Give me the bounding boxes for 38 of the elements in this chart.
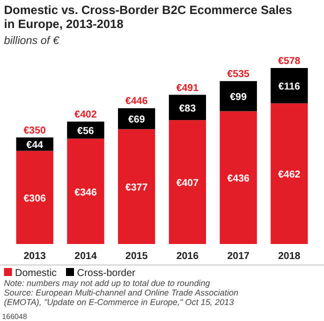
data-label: €116	[278, 82, 301, 93]
total-label: €578	[278, 56, 301, 67]
bar	[220, 81, 257, 112]
chart-subtitle: billions of €	[4, 35, 60, 47]
bar	[220, 111, 257, 244]
total-label: €446	[125, 96, 148, 108]
bar	[118, 129, 156, 244]
data-label: €44	[26, 140, 44, 152]
data-label: €377	[125, 182, 148, 194]
text: Note: numbers may not add up to total due to rounding	[4, 278, 210, 288]
x-tick-label: 2013	[24, 251, 46, 262]
bar	[168, 120, 206, 244]
total-label: €402	[74, 110, 98, 121]
data-label: €56	[77, 126, 94, 138]
data-label: €99	[230, 92, 248, 104]
legend-label: Cross-border	[77, 268, 136, 279]
data-label: €407	[176, 178, 200, 190]
data-label: €346	[74, 187, 98, 198]
legend-label: Domestic	[15, 268, 57, 279]
bar	[16, 150, 54, 244]
data-label: €83	[179, 103, 196, 114]
bar	[270, 68, 308, 104]
x-tick-label: 2015	[125, 251, 148, 262]
chart-title: Domestic vs. Cross-Border B2C Ecommerce Sales in Europe, 2013-2018	[4, 3, 292, 31]
data-label: €436	[227, 174, 250, 185]
total-label: €491	[176, 82, 200, 94]
x-tick-label: 2016	[176, 251, 200, 262]
total-label: €350	[24, 125, 46, 136]
source-note: Source: European Multi-channel and Online Trade Association (EMOTA), "Update on E-Commerce in Europe," Oct 15, 2013	[4, 288, 239, 307]
bar	[270, 103, 308, 244]
total-label: €535	[227, 69, 250, 80]
x-tick-label: 2018	[278, 251, 301, 262]
data-label: €306	[24, 193, 46, 204]
x-tick-label: 2017	[227, 251, 250, 262]
data-label: €462	[278, 170, 301, 181]
x-tick-label: 2014	[74, 251, 98, 262]
bar	[67, 138, 104, 244]
data-label: €69	[128, 114, 146, 126]
